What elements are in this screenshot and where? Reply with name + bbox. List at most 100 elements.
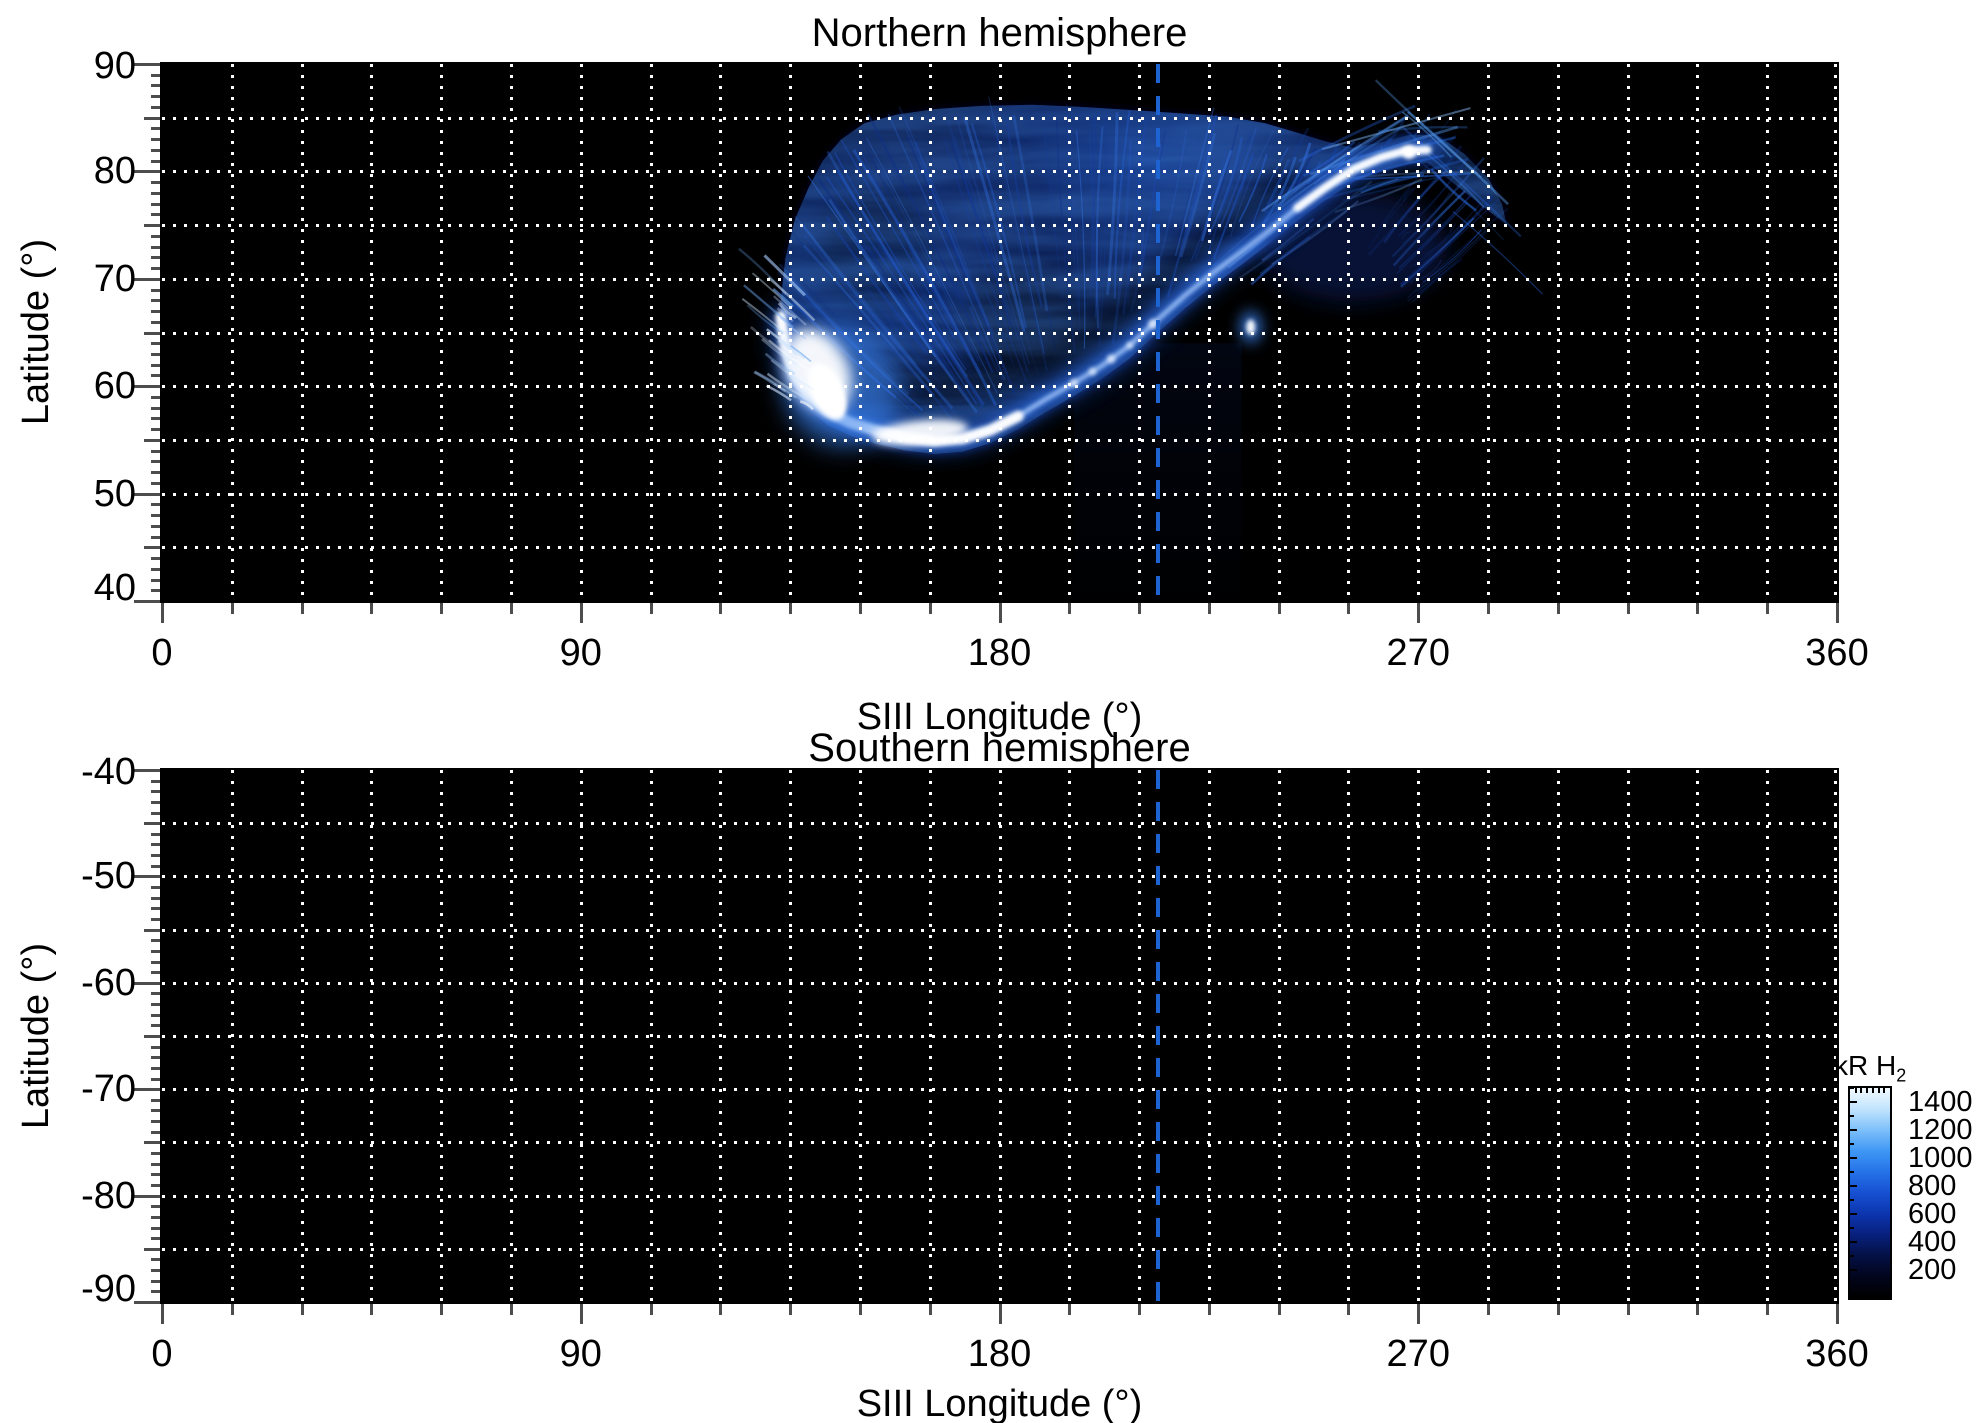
- axis-tick-x: [1487, 603, 1491, 614]
- axis-tick-y: [151, 191, 160, 195]
- axis-tick-y: [151, 288, 160, 292]
- axis-tick-y: [151, 310, 160, 314]
- axis-tick-y: [134, 1301, 160, 1304]
- axis-tick-x: [649, 603, 653, 614]
- colorbar-top-tick: [1860, 1088, 1863, 1093]
- axis-tick-y: [151, 917, 160, 921]
- axis-tick-x: [1696, 1304, 1700, 1315]
- axis-tick-y: [144, 546, 160, 550]
- axis-tick-y: [151, 428, 160, 432]
- axis-tick-x: [1766, 1304, 1770, 1315]
- y-tick-label: -60: [81, 961, 136, 1004]
- axis-tick-x: [1138, 603, 1142, 614]
- colorbar-tick: [1850, 1241, 1857, 1243]
- grid-line-horizontal: [162, 1194, 1837, 1198]
- x-tick-label: 90: [559, 1333, 602, 1375]
- axis-tick-y: [144, 224, 160, 228]
- axis-tick-x: [300, 1304, 304, 1315]
- colorbar-tick-minor: [1850, 1087, 1854, 1089]
- colorbar-tick: [1850, 1185, 1857, 1187]
- north-panel-title: Northern hemisphere: [811, 11, 1188, 55]
- axis-tick-y: [151, 417, 160, 421]
- axis-tick-y: [151, 907, 160, 911]
- axis-tick-x: [858, 603, 862, 614]
- axis-tick-y: [151, 567, 160, 571]
- axis-tick-x: [370, 603, 374, 614]
- y-tick-label: -50: [81, 855, 136, 898]
- axis-tick-y: [134, 875, 160, 879]
- axis-tick-y: [151, 524, 160, 528]
- axis-tick-x: [858, 1304, 862, 1315]
- axis-tick-y: [151, 395, 160, 399]
- y-tick-label: 80: [93, 150, 136, 193]
- axis-tick-y: [151, 1269, 160, 1273]
- axis-tick-y: [151, 1024, 160, 1028]
- colorbar-tick-minor: [1850, 1255, 1854, 1257]
- colorbar-tick-minor: [1850, 1115, 1854, 1117]
- grid-line-horizontal: [162, 1035, 1837, 1038]
- axis-tick-x: [300, 603, 304, 614]
- axis-tick-x: [928, 1304, 932, 1315]
- colorbar-units-label: kR H2: [1834, 1050, 1906, 1087]
- axis-tick-y: [151, 1056, 160, 1060]
- axis-tick-x: [719, 1304, 723, 1315]
- grid-line-horizontal: [162, 822, 1837, 826]
- axis-tick-x: [509, 1304, 513, 1315]
- grid-line-horizontal: [162, 277, 1837, 281]
- axis-tick-y: [151, 363, 160, 367]
- axis-tick-x: [649, 1304, 653, 1315]
- south-panel-title: Southern hemisphere: [808, 726, 1191, 770]
- axis-tick-y: [151, 1120, 160, 1124]
- colorbar-tick-label: 600: [1908, 1198, 1957, 1230]
- axis-tick-y: [151, 213, 160, 217]
- axis-tick-x: [998, 603, 1002, 623]
- axis-tick-x: [998, 1304, 1002, 1324]
- axis-tick-y: [151, 1013, 160, 1017]
- axis-tick-x: [440, 1304, 444, 1315]
- colorbar-top-tick: [1883, 1088, 1886, 1093]
- colorbar-bottom-tick: [1860, 1293, 1863, 1298]
- axis-tick-y: [151, 939, 160, 943]
- colorbar-tick: [1850, 1129, 1857, 1131]
- axis-tick-x: [579, 1304, 583, 1324]
- axis-tick-y: [151, 234, 160, 238]
- axis-tick-y: [151, 471, 160, 475]
- axis-tick-y: [151, 352, 160, 356]
- axis-tick-y: [134, 385, 160, 389]
- axis-tick-y: [151, 245, 160, 249]
- colorbar-tick-minor: [1850, 1143, 1854, 1145]
- axis-tick-y: [151, 854, 160, 858]
- axis-tick-y: [134, 981, 160, 985]
- colorbar-top-tick: [1854, 1088, 1857, 1093]
- axis-tick-y: [151, 449, 160, 453]
- axis-tick-x: [1556, 1304, 1560, 1315]
- axis-tick-x: [161, 603, 164, 623]
- axis-tick-y: [151, 267, 160, 271]
- axis-tick-y: [151, 1077, 160, 1081]
- reference-longitude-line: [1155, 770, 1160, 1302]
- axis-tick-y: [151, 503, 160, 507]
- axis-tick-y: [151, 1130, 160, 1134]
- axis-tick-x: [789, 1304, 793, 1315]
- north-hemisphere-panel: [160, 62, 1839, 603]
- x-tick-label: 90: [559, 632, 602, 674]
- grid-line-horizontal: [162, 170, 1837, 174]
- axis-tick-y: [144, 116, 160, 120]
- axis-tick-y: [151, 1205, 160, 1209]
- colorbar-tick: [1850, 1269, 1857, 1271]
- axis-tick-y: [151, 1152, 160, 1156]
- axis-tick-y: [151, 557, 160, 561]
- axis-tick-y: [151, 1109, 160, 1113]
- axis-tick-y: [151, 800, 160, 804]
- colorbar-top-tick: [1877, 1088, 1880, 1093]
- colorbar-gradient: [1848, 1086, 1892, 1300]
- south-hemisphere-panel: [160, 768, 1839, 1304]
- x-tick-label: 0: [151, 1333, 173, 1375]
- axis-tick-x: [509, 603, 513, 614]
- axis-tick-y: [151, 1279, 160, 1283]
- axis-tick-y: [151, 95, 160, 99]
- x-tick-label: 180: [967, 632, 1032, 674]
- axis-tick-x: [1277, 603, 1281, 614]
- axis-tick-x: [1207, 1304, 1211, 1315]
- y-tick-label: 50: [93, 472, 136, 515]
